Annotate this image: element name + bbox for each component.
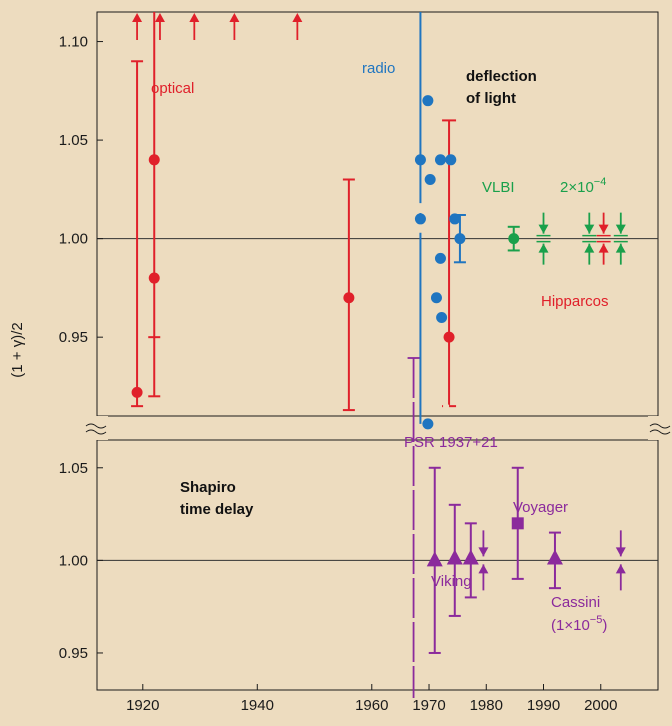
y-deflection-tick-label: 1.00 <box>59 231 88 248</box>
radio-point <box>414 154 426 166</box>
radio-point <box>436 311 448 323</box>
x-tick-label: 1980 <box>470 697 503 714</box>
optical-lower-limit-arrow-head <box>229 13 240 22</box>
x-tick-label: 1990 <box>527 697 560 714</box>
shapiro-title-line1: Shapiro <box>180 479 236 496</box>
hipparcos-label: Hipparcos <box>541 293 609 310</box>
vlbi-limit-lower-head <box>584 243 595 253</box>
optical-point <box>148 272 160 284</box>
y-shapiro-tick-label: 1.05 <box>59 460 88 477</box>
cassini-label: Cassini <box>551 594 600 611</box>
shapiro-limit-upper-head <box>478 547 489 557</box>
hipparcos-limit-upper-head <box>598 224 609 234</box>
optical-label: optical <box>151 80 194 97</box>
vlbi-label: VLBI <box>482 179 515 196</box>
optical-point <box>343 292 355 304</box>
vlbi-limit-upper-head <box>615 224 626 234</box>
optical-point <box>131 386 143 398</box>
optical-point <box>148 154 160 166</box>
x-tick-label: 2000 <box>584 697 617 714</box>
y-deflection-tick-label: 0.95 <box>59 329 88 346</box>
shapiro-title-line2: time delay <box>180 501 254 518</box>
y-axis-label: (1 + γ)/2 <box>9 322 26 377</box>
psr-label: PSR 1937+21 <box>404 434 498 451</box>
radio-point <box>414 213 426 225</box>
x-tick-label: 1960 <box>355 697 388 714</box>
shapiro-limit-upper-head <box>615 547 626 557</box>
plot-frame-top <box>96 11 659 417</box>
radio-point <box>445 154 457 166</box>
shapiro-triangle-point <box>462 549 479 565</box>
radio-label: radio <box>362 60 395 77</box>
axis-break-left <box>85 416 108 440</box>
hipparcos-limit-lower-head <box>598 243 609 253</box>
radio-point <box>422 95 434 107</box>
radio-point <box>434 154 446 166</box>
shapiro-limit-lower-head <box>615 564 626 574</box>
radio-point <box>430 292 442 304</box>
radio-point <box>424 174 436 186</box>
y-shapiro-tick-label: 1.00 <box>59 552 88 569</box>
precision-label: 2×10−4 <box>560 176 606 196</box>
vlbi-point <box>508 233 520 245</box>
cassini-precision-label: (1×10−5) <box>551 614 607 634</box>
shapiro-triangle-point <box>426 551 443 567</box>
panel-title-line1: deflection <box>466 68 537 85</box>
voyager-label: Voyager <box>513 499 568 516</box>
x-tick-label: 1920 <box>126 697 159 714</box>
vlbi-limit-upper-head <box>538 224 549 234</box>
optical-lower-limit-arrow-head <box>189 13 200 22</box>
optical-lower-limit-arrow-head <box>292 13 303 22</box>
vlbi-limit-upper-head <box>584 224 595 234</box>
radio-point <box>454 233 466 245</box>
axis-break-right <box>648 416 671 440</box>
plot-frame-bottom <box>96 439 659 691</box>
viking-label: Viking <box>431 573 472 590</box>
shapiro-triangle-point <box>546 549 563 565</box>
y-shapiro-tick-label: 0.95 <box>59 645 88 662</box>
radio-point <box>422 418 434 430</box>
panel-title-line2: of light <box>466 90 516 107</box>
shapiro-limit-lower-head <box>478 564 489 574</box>
x-tick-label: 1970 <box>412 697 445 714</box>
x-tick-label: 1940 <box>241 697 274 714</box>
radio-point <box>449 213 461 225</box>
vlbi-limit-lower-head <box>538 243 549 253</box>
optical-point <box>443 331 455 343</box>
y-deflection-tick-label: 1.05 <box>59 132 88 149</box>
optical-lower-limit-arrow-head <box>132 13 143 22</box>
vlbi-limit-lower-head <box>615 243 626 253</box>
psr-square-point <box>511 517 524 530</box>
shapiro-triangle-point <box>446 549 463 565</box>
y-deflection-tick-label: 1.10 <box>59 34 88 51</box>
radio-point <box>434 252 446 264</box>
optical-lower-limit-arrow-head <box>154 13 165 22</box>
